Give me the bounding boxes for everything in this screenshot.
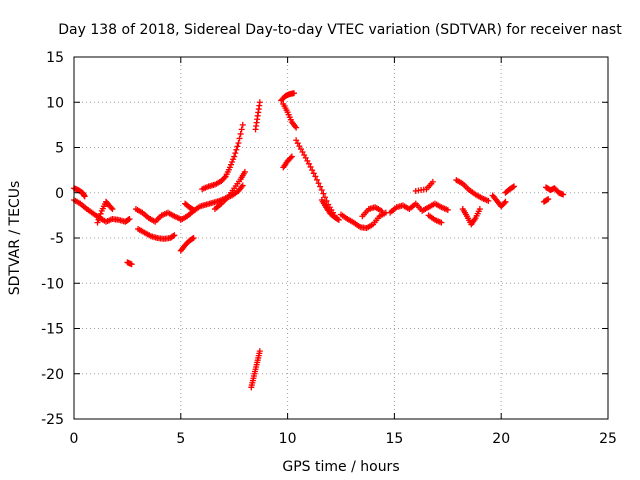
data-point <box>305 160 312 167</box>
x-axis-label: GPS time / hours <box>282 459 399 475</box>
data-point <box>171 232 178 239</box>
data-point <box>256 99 263 106</box>
data-point <box>125 216 132 223</box>
y-tick-label: -15 <box>41 322 64 338</box>
x-tick-label: 0 <box>70 431 79 447</box>
data-point <box>95 216 102 223</box>
data-point <box>189 235 196 242</box>
data-point <box>108 204 115 211</box>
y-tick-label: -10 <box>41 276 64 292</box>
data-point <box>109 206 116 213</box>
data-point <box>429 178 436 185</box>
data-point <box>126 215 133 222</box>
data-point <box>545 196 552 203</box>
data-point <box>97 210 104 217</box>
data-point <box>81 193 88 200</box>
y-tick-label: -20 <box>41 367 64 383</box>
data-point <box>310 170 317 177</box>
data-point <box>485 197 492 204</box>
data-point <box>238 126 245 133</box>
data-point <box>231 153 238 160</box>
data-point <box>239 182 246 189</box>
grid-lines <box>74 57 608 419</box>
y-tick-label: 0 <box>55 186 64 202</box>
data-point <box>315 180 322 187</box>
y-tick-label: -5 <box>50 231 64 247</box>
data-point <box>511 183 518 190</box>
data-point <box>438 219 445 226</box>
y-tick-label: -25 <box>41 412 64 428</box>
data-point <box>234 143 241 150</box>
data-point <box>230 156 237 163</box>
y-tick-label: 10 <box>46 95 64 111</box>
x-tick-label: 25 <box>599 431 617 447</box>
data-point <box>226 164 233 171</box>
data-point <box>233 146 240 153</box>
x-tick-label: 10 <box>279 431 297 447</box>
chart-title: Day 138 of 2018, Sidereal Day-to-day VTE… <box>58 22 622 38</box>
data-point <box>502 198 509 205</box>
x-axis-ticks: 0 5 10 15 20 25 <box>70 57 617 447</box>
data-point <box>323 197 330 204</box>
data-point <box>378 207 385 214</box>
data-point <box>318 187 325 194</box>
data-point <box>189 206 196 213</box>
data-point <box>190 206 197 213</box>
data-point <box>128 261 135 268</box>
data-point <box>288 153 295 160</box>
data-point <box>287 154 294 161</box>
data-point <box>291 90 298 97</box>
data-point <box>170 232 177 239</box>
data-points <box>71 90 567 391</box>
data-point <box>293 124 300 131</box>
data-point <box>227 161 234 168</box>
y-tick-label: 15 <box>46 50 64 66</box>
data-point <box>235 139 242 146</box>
data-point <box>236 135 243 142</box>
y-tick-label: 5 <box>55 141 64 157</box>
data-point <box>501 199 508 206</box>
x-tick-label: 15 <box>385 431 403 447</box>
data-point <box>321 194 328 201</box>
data-point <box>96 213 103 220</box>
data-point <box>320 190 327 197</box>
data-point <box>237 130 244 137</box>
data-point <box>232 150 239 157</box>
data-point <box>239 121 246 128</box>
data-point <box>335 216 342 223</box>
data-point <box>334 216 341 223</box>
y-axis-ticks: -25 -20 -15 -10 -5 0 5 10 15 <box>41 50 608 428</box>
data-point <box>313 176 320 183</box>
data-point <box>229 158 236 165</box>
data-point <box>317 183 324 190</box>
data-point <box>476 206 483 213</box>
data-point <box>544 196 551 203</box>
x-tick-label: 20 <box>492 431 510 447</box>
x-tick-label: 5 <box>176 431 185 447</box>
data-point <box>309 167 316 174</box>
data-point <box>307 163 314 170</box>
data-point <box>221 174 228 181</box>
data-point <box>312 173 319 180</box>
y-axis-label: SDTVAR / TECUs <box>7 181 23 296</box>
data-point <box>509 184 516 191</box>
data-point <box>94 219 101 226</box>
data-point <box>256 348 263 355</box>
data-point <box>190 235 197 241</box>
data-point <box>444 206 451 213</box>
data-point <box>560 191 567 198</box>
data-point <box>241 168 248 175</box>
